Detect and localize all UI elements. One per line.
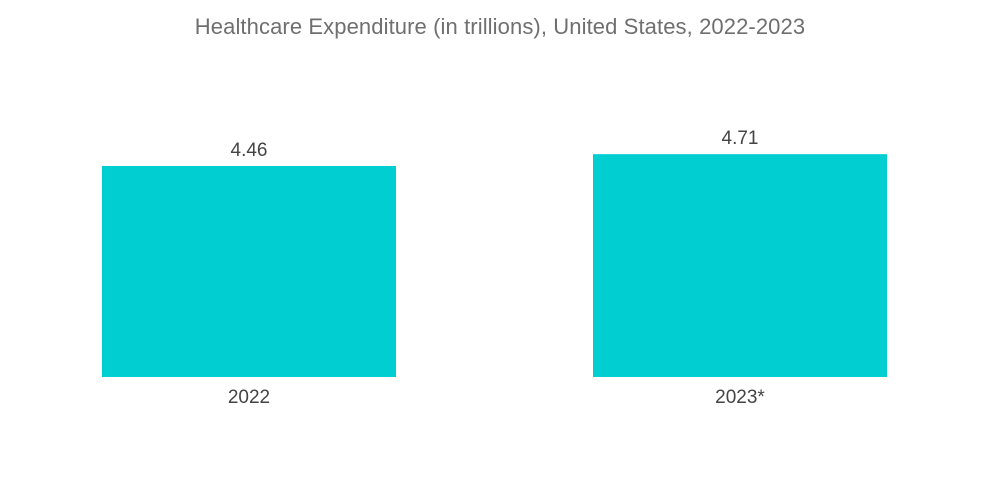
bars-group (102, 154, 887, 377)
data-labels-group: 4.46 4.71 (231, 128, 759, 161)
x-tick-labels-group: 2022 2023* (228, 387, 766, 408)
data-label-2022: 4.46 (231, 140, 268, 161)
data-label-2023: 4.71 (722, 128, 759, 149)
x-tick-label-2022: 2022 (228, 387, 270, 408)
bar-2023 (593, 154, 887, 377)
chart-title: Healthcare Expenditure (in trillions), U… (194, 14, 806, 39)
x-tick-label-2023: 2023* (715, 387, 765, 408)
bar-2022 (102, 165, 396, 377)
